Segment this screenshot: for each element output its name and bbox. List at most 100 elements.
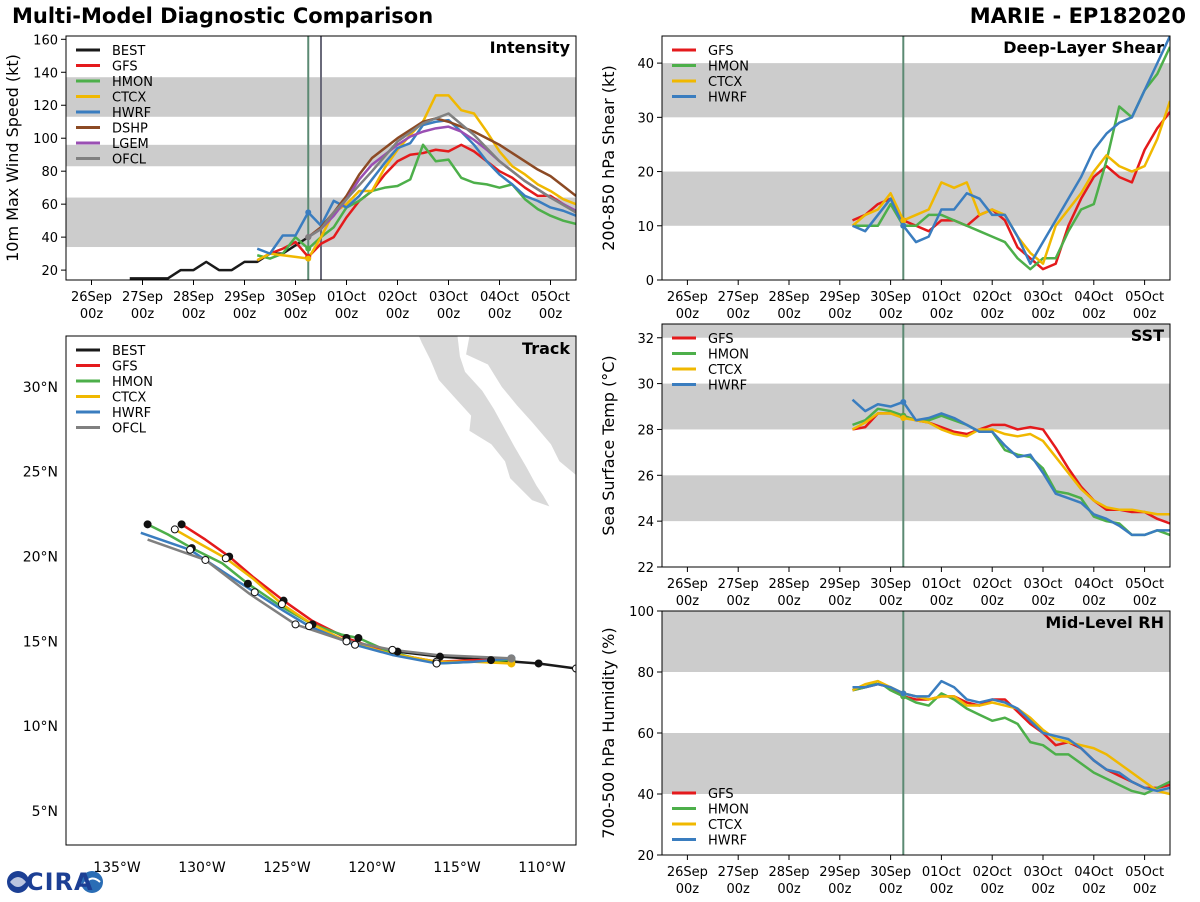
lon-tick-label: 115°W — [433, 860, 481, 876]
track-point-ofcl — [388, 645, 397, 654]
x-tick-day: 02Oct — [973, 577, 1012, 592]
x-tick-day: 29Sep — [819, 290, 860, 305]
x-tick-hour: 00z — [879, 882, 903, 897]
track-point-hwrf — [351, 640, 359, 649]
track-point-best — [534, 659, 543, 668]
legend-label: OFCL — [112, 422, 147, 437]
x-tick-day: 05Oct — [1125, 865, 1164, 880]
shade-band — [662, 383, 1170, 430]
track-point-hwrf — [250, 588, 259, 597]
x-tick-hour: 00z — [828, 307, 852, 322]
panel-title: SST — [1131, 326, 1164, 345]
y-tick-label: 30 — [637, 378, 654, 393]
track-point-hwrf — [186, 545, 195, 554]
init-marker-hwrf — [900, 690, 907, 697]
cira-logo: CIRA — [4, 866, 108, 898]
x-tick-day: 04Oct — [1074, 577, 1113, 592]
panel-title: Intensity — [490, 38, 571, 57]
sst-frame — [661, 323, 1171, 568]
x-tick-hour: 00z — [727, 307, 751, 322]
legend-label: CTCX — [112, 91, 146, 106]
legend-label: GFS — [708, 332, 734, 347]
track-point-ctcx — [170, 525, 179, 534]
x-tick-day: 29Sep — [224, 290, 265, 305]
track-point-hmon — [143, 520, 152, 529]
x-tick-hour: 00z — [1133, 594, 1157, 609]
x-tick-day: 28Sep — [768, 577, 809, 592]
legend-label: HWRF — [112, 106, 151, 121]
shade-band — [662, 475, 1170, 522]
x-tick-day: 01Oct — [327, 290, 366, 305]
y-tick-label: 20 — [637, 166, 654, 181]
track-ofcl — [147, 538, 512, 660]
lat-tick-label: 30°N — [23, 380, 58, 396]
legend-label: HWRF — [708, 379, 747, 394]
logo-text: CIRA — [26, 868, 94, 896]
track-point-ofcl — [291, 620, 300, 629]
y-tick-label: 30 — [637, 111, 654, 126]
x-tick-day: 01Oct — [922, 865, 961, 880]
mexico-landmass — [464, 336, 576, 477]
legend-label: GFS — [708, 44, 734, 59]
series-hwrf — [852, 36, 1170, 265]
track-frame — [65, 335, 577, 846]
track-point-gfs — [177, 520, 186, 529]
x-tick-day: 26Sep — [667, 290, 708, 305]
legend-label: HMON — [112, 375, 153, 390]
track-point-ctcx — [221, 554, 230, 563]
x-tick-day: 05Oct — [531, 290, 570, 305]
x-tick-day: 03Oct — [1023, 290, 1062, 305]
x-tick-hour: 00z — [437, 307, 461, 322]
panel-title: Mid-Level RH — [1045, 613, 1164, 632]
init-marker-ctcx — [305, 255, 312, 262]
track-point-hwrf — [432, 659, 441, 668]
shade-band — [662, 733, 1170, 794]
x-tick-hour: 00z — [182, 307, 206, 322]
init-marker-ctcx — [900, 414, 907, 421]
x-tick-hour: 00z — [1082, 594, 1106, 609]
sst-plot-area — [662, 324, 1170, 567]
x-tick-hour: 00z — [777, 882, 801, 897]
lon-tick-label: 110°W — [518, 860, 566, 876]
legend-label: HMON — [708, 803, 749, 818]
lon-tick-label: 125°W — [263, 860, 311, 876]
x-tick-hour: 00z — [539, 307, 563, 322]
x-tick-hour: 00z — [1031, 882, 1055, 897]
legend-label: HWRF — [708, 91, 747, 106]
legend-label: GFS — [112, 60, 138, 75]
x-tick-hour: 00z — [879, 594, 903, 609]
x-tick-hour: 00z — [233, 307, 257, 322]
sst-panel: 22 24 26 28 30 32 26Sep 00z 27Sep 00z 28Sep 00z 29Se… — [599, 323, 1171, 609]
x-tick-day: 27Sep — [718, 290, 759, 305]
track-point-ofcl — [201, 555, 210, 564]
shear-frame — [661, 35, 1171, 281]
track-point-ctcx — [342, 637, 351, 646]
shade-band — [662, 611, 1170, 672]
y-tick-label: 0 — [646, 274, 654, 289]
y-tick-label: 60 — [637, 727, 654, 742]
x-tick-day: 05Oct — [1125, 577, 1164, 592]
x-tick-day: 27Sep — [122, 290, 163, 305]
x-tick-day: 04Oct — [480, 290, 519, 305]
x-tick-hour: 00z — [1133, 882, 1157, 897]
lat-tick-label: 25°N — [23, 465, 58, 481]
x-tick-day: 01Oct — [922, 577, 961, 592]
y-axis-label: 10m Max Wind Speed (kt) — [3, 54, 22, 262]
x-tick-hour: 00z — [1082, 882, 1106, 897]
y-tick-label: 120 — [33, 99, 58, 114]
legend-label: BEST — [112, 44, 145, 59]
x-tick-hour: 00z — [930, 882, 954, 897]
panel-title: Deep-Layer Shear — [1003, 38, 1164, 57]
x-tick-hour: 00z — [879, 307, 903, 322]
x-tick-day: 03Oct — [1023, 865, 1062, 880]
y-tick-label: 24 — [637, 515, 654, 530]
y-tick-label: 160 — [33, 33, 58, 48]
y-tick-label: 10 — [637, 220, 654, 235]
track-point-hwrf — [305, 622, 314, 631]
series-dshp — [307, 117, 576, 239]
y-tick-label: 26 — [637, 469, 654, 484]
x-tick-hour: 00z — [284, 307, 308, 322]
track-point-hmon — [354, 634, 363, 643]
